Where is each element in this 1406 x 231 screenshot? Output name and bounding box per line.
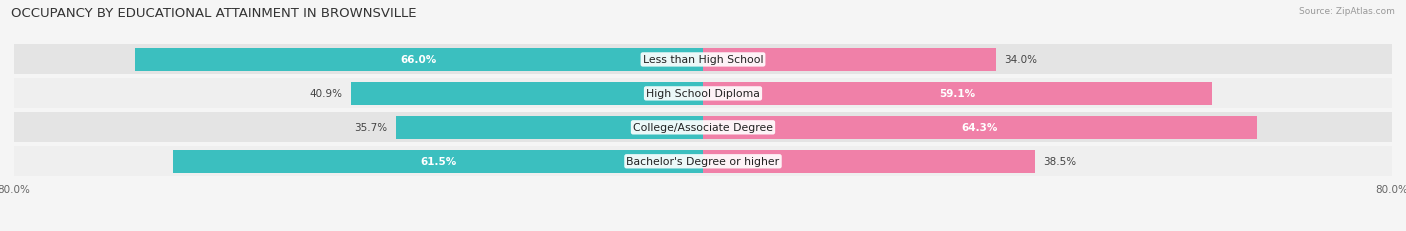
Text: 64.3%: 64.3%: [962, 123, 998, 133]
Bar: [703, 150, 1035, 173]
Bar: [703, 116, 1257, 139]
Bar: [173, 150, 703, 173]
Text: 40.9%: 40.9%: [309, 89, 342, 99]
Text: 34.0%: 34.0%: [1004, 55, 1038, 65]
Text: 38.5%: 38.5%: [1043, 157, 1076, 167]
Bar: [703, 82, 1212, 106]
Bar: [14, 147, 1392, 176]
Text: College/Associate Degree: College/Associate Degree: [633, 123, 773, 133]
Text: 66.0%: 66.0%: [401, 55, 437, 65]
Text: 61.5%: 61.5%: [420, 157, 457, 167]
Bar: [350, 82, 703, 106]
Text: Less than High School: Less than High School: [643, 55, 763, 65]
Bar: [14, 113, 1392, 143]
Bar: [703, 49, 995, 72]
Text: Bachelor's Degree or higher: Bachelor's Degree or higher: [627, 157, 779, 167]
Text: OCCUPANCY BY EDUCATIONAL ATTAINMENT IN BROWNSVILLE: OCCUPANCY BY EDUCATIONAL ATTAINMENT IN B…: [11, 7, 416, 20]
Bar: [135, 49, 703, 72]
Text: High School Diploma: High School Diploma: [647, 89, 759, 99]
Text: 59.1%: 59.1%: [939, 89, 976, 99]
Bar: [14, 45, 1392, 75]
Text: 35.7%: 35.7%: [354, 123, 387, 133]
Legend: Owner-occupied, Renter-occupied: Owner-occupied, Renter-occupied: [585, 228, 821, 231]
Bar: [14, 79, 1392, 109]
Bar: [395, 116, 703, 139]
Text: Source: ZipAtlas.com: Source: ZipAtlas.com: [1299, 7, 1395, 16]
